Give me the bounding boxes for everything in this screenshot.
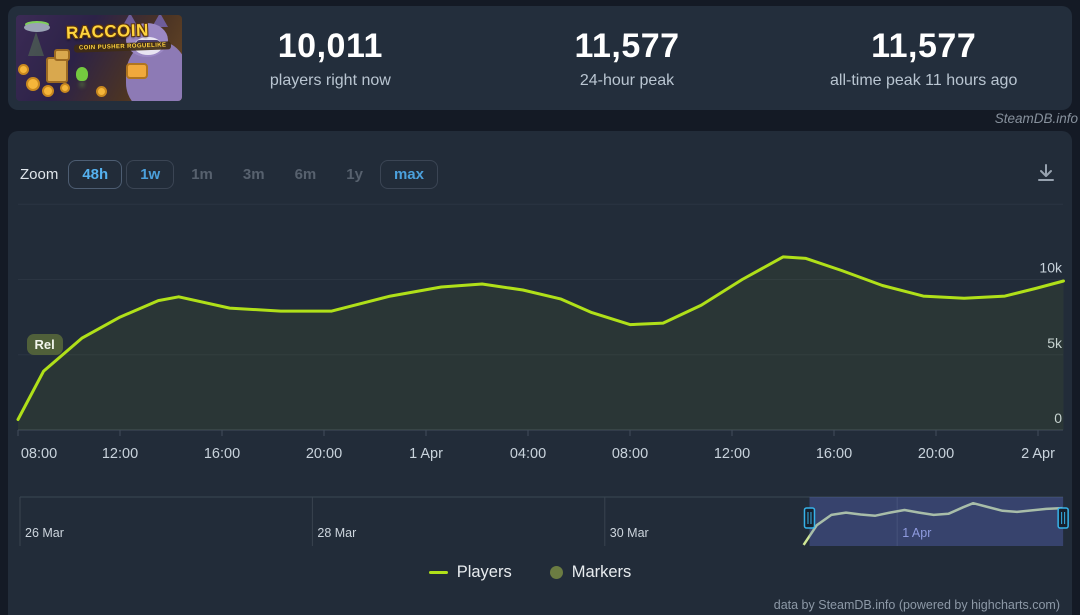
y-axis-label: 0	[1054, 410, 1062, 426]
zoom-label: Zoom	[20, 165, 59, 183]
footer-credit: data by SteamDB.info (powered by highcha…	[773, 598, 1060, 612]
zoom-button-6m: 6m	[282, 161, 330, 188]
zoom-buttons: 48h 1w 1m 3m 6m 1y max	[66, 159, 440, 189]
x-axis-label: 08:00	[612, 446, 648, 462]
x-axis-label: 16:00	[816, 446, 852, 462]
coin-icon	[26, 77, 40, 91]
stats-panel: RACCOIN COIN PUSHER ROGUELIKE 10,011 play…	[8, 6, 1072, 110]
game-title: RACCOIN	[65, 20, 150, 43]
coin-icon	[42, 85, 54, 97]
stat-label: 24-hour peak	[579, 71, 675, 89]
x-axis-label: 08:00	[21, 446, 57, 462]
x-axis-label: 16:00	[204, 446, 240, 462]
y-axis-label: 5k	[1047, 335, 1063, 351]
x-axis-label: 04:00	[510, 446, 546, 462]
x-axis-label: 12:00	[102, 446, 138, 462]
stat-value: 11,577	[574, 26, 680, 65]
zoom-button-1y: 1y	[333, 161, 376, 188]
y-axis-label: 10k	[1039, 260, 1063, 276]
navigator-selection[interactable]	[809, 497, 1064, 546]
coin-icon	[96, 86, 107, 97]
zoom-button-max[interactable]: max	[379, 159, 438, 189]
legend-circle-swatch	[549, 566, 563, 579]
navigator-date-label: 30 Mar	[610, 526, 649, 540]
stat-block-2: 11,577 all-time peak 11 hours ago	[775, 27, 1072, 90]
stat-value: 10,011	[277, 26, 383, 65]
zoom-button-48h[interactable]: 48h	[68, 159, 123, 189]
navigator-date-label: 1 Apr	[902, 526, 931, 540]
x-axis-label: 1 Apr	[409, 446, 443, 462]
stat-block-1: 11,577 24-hour peak	[479, 27, 776, 90]
zoom-button-1w[interactable]: 1w	[126, 159, 175, 189]
download-button[interactable]	[1032, 159, 1060, 190]
zoom-button-1m: 1m	[178, 161, 226, 188]
legend-label: Players	[456, 563, 512, 581]
navigator-line	[802, 501, 1063, 546]
main-chart[interactable]: 10k 5k 0 08:00 12:00 16:00 20:00 1 Apr 04:00 08:0…	[8, 131, 1072, 615]
zoom-button-3m: 3m	[230, 161, 278, 188]
game-banner[interactable]: RACCOIN COIN PUSHER ROGUELIKE	[16, 15, 182, 101]
navigator-date-label: 28 Mar	[317, 526, 356, 540]
download-arrow-icon	[1038, 163, 1054, 181]
coin-icon	[18, 64, 29, 75]
stat-label: all-time peak 11 hours ago	[829, 71, 1018, 89]
coin-icon	[60, 83, 70, 93]
legend-line-swatch	[428, 570, 448, 575]
navigator-right-handle[interactable]	[1057, 507, 1069, 529]
x-axis-label: 12:00	[714, 446, 750, 462]
players-area-fill	[18, 256, 1064, 430]
stats-row: 10,011 players right now 11,577 24-hour pea…	[182, 27, 1072, 90]
navigator-left-handle[interactable]	[803, 507, 816, 529]
legend-item-markers[interactable]: Markers	[549, 563, 632, 582]
stat-value: 11,577	[871, 26, 977, 65]
players-line	[16, 255, 1065, 421]
navigator-date-label: 26 Mar	[25, 526, 64, 540]
x-axis-label: 2 Apr	[1021, 446, 1055, 462]
zoom-toolbar: Zoom 48h 1w 1m 3m 6m 1y max	[20, 157, 1060, 191]
x-axis-label: 20:00	[918, 446, 954, 462]
alien-icon	[76, 67, 88, 81]
legend-label: Markers	[571, 563, 632, 581]
legend-item-players[interactable]: Players	[428, 563, 512, 582]
x-axis-label: 20:00	[306, 446, 342, 462]
steamdb-watermark: SteamDB.info	[994, 111, 1078, 126]
raccoon-ear	[122, 15, 138, 27]
stat-label: players right now	[269, 71, 391, 89]
ufo-beam	[28, 32, 44, 56]
chart-legend: Players Markers	[8, 563, 1052, 582]
gold-waffle-icon	[126, 63, 148, 79]
stat-block-0: 10,011 players right now	[182, 27, 479, 90]
ufo-icon	[24, 23, 50, 32]
release-marker-badge[interactable]: Rel	[26, 334, 63, 355]
coin-stack	[54, 49, 70, 61]
